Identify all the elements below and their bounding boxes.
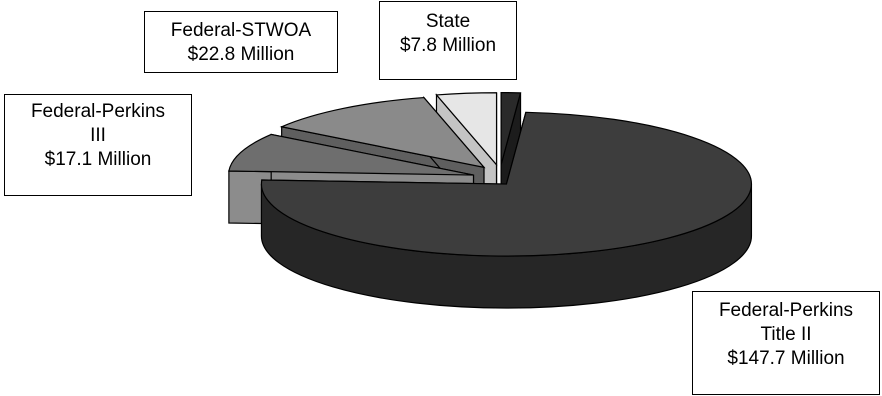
label-federal-perkins-title-ii: Federal-Perkins Title II $147.7 Million bbox=[692, 291, 880, 395]
pie-slice-top-stwoa bbox=[279, 96, 486, 169]
pie-slice-top-perkins3 bbox=[228, 133, 474, 176]
label-federal-perkins-iii: Federal-Perkins III $17.1 Million bbox=[4, 94, 192, 196]
pie-slice-top-perkins2 bbox=[260, 111, 753, 257]
label-federal-perkins-iii-line-3: $17.1 Million bbox=[44, 149, 152, 170]
label-state-line-2: $7.8 Million bbox=[399, 35, 497, 56]
label-federal-stwoa-line-2: $22.8 Million bbox=[187, 44, 295, 65]
pie-slice-top-state bbox=[435, 92, 498, 167]
label-federal-perkins-title-ii-line-1: Federal-Perkins bbox=[718, 300, 854, 321]
label-federal-perkins-iii-line-1: Federal-Perkins bbox=[30, 101, 166, 122]
label-federal-stwoa-line-1: Federal-STWOA bbox=[170, 20, 312, 41]
label-federal-perkins-title-ii-line-3: $147.7 Million bbox=[727, 348, 845, 369]
label-federal-stwoa: Federal-STWOA $22.8 Million bbox=[144, 11, 338, 73]
label-federal-perkins-iii-line-2: III bbox=[90, 125, 106, 146]
label-federal-perkins-title-ii-line-2: Title II bbox=[760, 324, 812, 345]
label-state: State $7.8 Million bbox=[379, 1, 517, 80]
label-state-line-1: State bbox=[425, 11, 471, 32]
pie-slice-top-small-dark bbox=[500, 92, 522, 165]
pie-slice-perkins2 bbox=[260, 111, 753, 309]
